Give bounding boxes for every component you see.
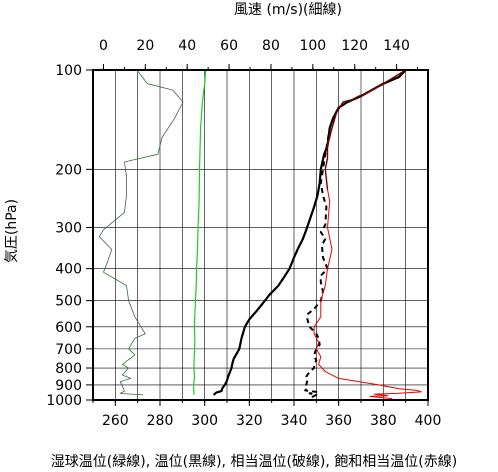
series-line-wet-bulb [192,69,207,395]
left-tick-label: 1000 [46,393,82,409]
bottom-tick-label: 340 [281,413,308,429]
top-tick-label: 140 [383,38,410,54]
left-tick-label: 300 [55,220,82,236]
left-tick-label: 400 [55,262,82,278]
left-tick-label: 800 [55,361,82,377]
series-line-theta [212,69,407,396]
bottom-tick-label: 380 [370,413,397,429]
grid-lines [92,69,429,401]
top-tick-label: 120 [341,38,368,54]
top-tick-label: 40 [178,38,196,54]
bottom-axis-label: 湿球温位(緑線), 温位(黒線), 相当温位(破線), 飽和相当温位(赤線) [51,453,457,470]
left-tick-label: 700 [55,342,82,358]
bottom-tick-label: 360 [325,413,352,429]
bottom-tick-label: 320 [236,413,263,429]
series-line-wind [98,69,184,396]
plot-frame [92,69,429,401]
top-tick-label: 100 [299,38,326,54]
left-tick-label: 100 [55,63,82,79]
top-axis-label: 風速 (m/s)(細線) [234,2,342,18]
series-line-theta-es [313,69,422,400]
left-tick-label: 500 [55,294,82,310]
top-tick-label: 60 [220,38,238,54]
top-tick-label: 20 [136,38,154,54]
series-line-theta-e [304,69,407,398]
left-tick-label: 900 [55,378,82,394]
bottom-tick-label: 280 [147,413,174,429]
left-tick-label: 200 [55,162,82,178]
bottom-tick-label: 300 [191,413,218,429]
y-axis-label: 気圧(hPa) [4,199,20,263]
bottom-tick-label: 260 [102,413,129,429]
series-layer [98,69,422,400]
bottom-tick-label: 400 [415,413,442,429]
top-tick-label: 80 [262,38,280,54]
tick-layer: 260 280 300 320 340 360 380 400 0 20 40 60 80 100 120 1… [46,38,441,429]
series-line-theta-es-upper [324,69,407,190]
left-tick-label: 600 [55,320,82,336]
top-tick-label: 0 [99,38,108,54]
